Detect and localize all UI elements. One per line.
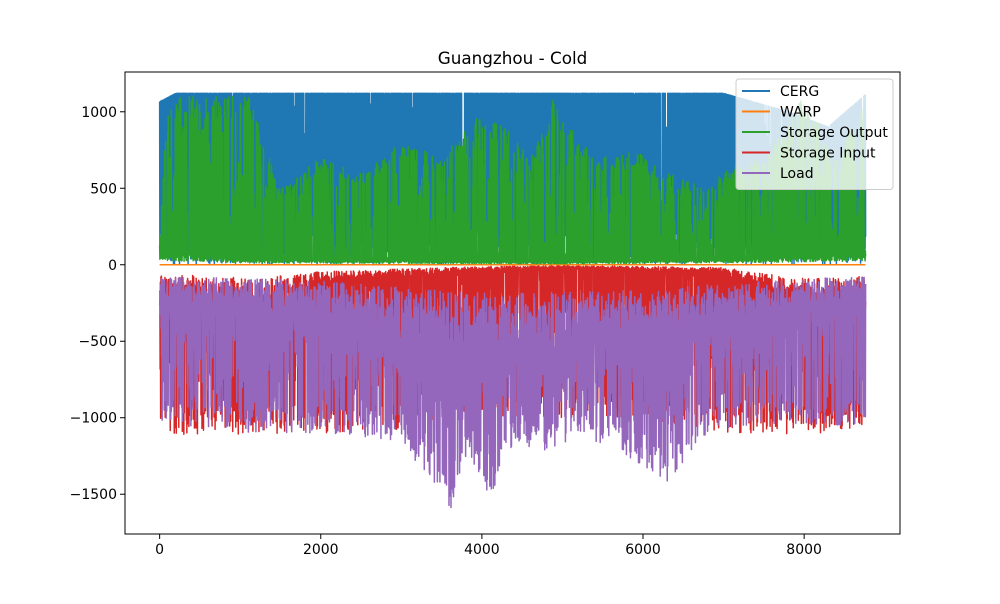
series-line-load <box>158 276 867 509</box>
y-tick-label: −1000 <box>70 411 117 427</box>
legend: CERG WARP Storage Output Storage Input Load <box>735 78 894 190</box>
legend-label-load: Load <box>780 166 814 182</box>
x-tick-label: 8000 <box>786 542 822 558</box>
y-tick-label: 1000 <box>81 105 117 121</box>
y-tick-label: 500 <box>90 181 117 197</box>
legend-box <box>735 78 894 190</box>
axes-frame <box>124 71 901 535</box>
y-tick-label: −500 <box>79 334 117 350</box>
x-tick-label: 4000 <box>464 542 500 558</box>
y-axis: −1500 −1000 −500 0 500 1000 <box>70 105 125 503</box>
legend-label-storage-input: Storage Input <box>780 146 876 162</box>
x-tick-label: 0 <box>155 542 164 558</box>
series-line-storage-output <box>158 95 867 265</box>
y-tick-label: 0 <box>108 258 117 274</box>
x-tick-label: 2000 <box>303 542 339 558</box>
x-axis: 0 2000 4000 6000 8000 <box>155 534 822 558</box>
y-tick-label: −1500 <box>70 487 117 503</box>
x-tick-label: 6000 <box>625 542 661 558</box>
legend-label-warp: WARP <box>780 105 821 121</box>
legend-label-storage-output: Storage Output <box>780 125 888 141</box>
legend-label-cerg: CERG <box>780 84 819 100</box>
chart-title: Guangzhou - Cold <box>438 48 588 68</box>
